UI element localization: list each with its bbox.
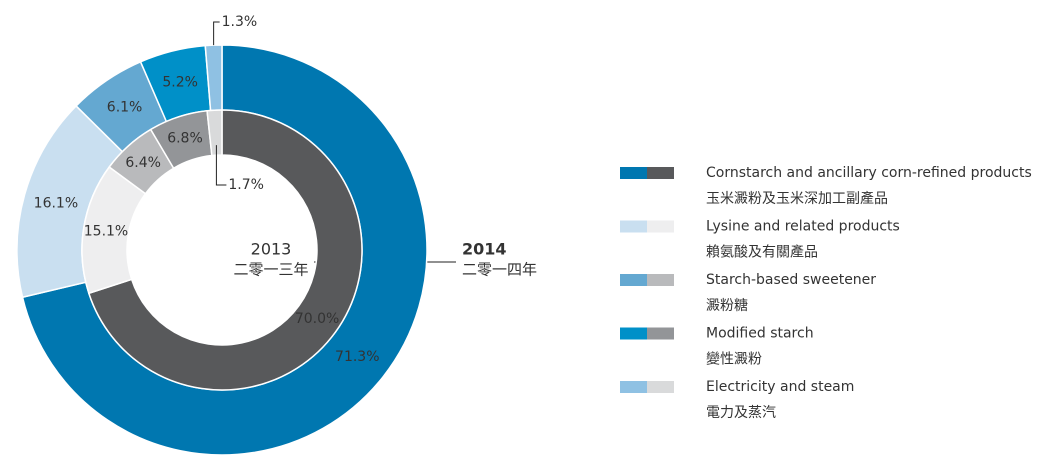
value-label: 71.3%: [335, 349, 379, 365]
legend-label-zh: 變性澱粉: [706, 352, 762, 368]
legend-swatch: [620, 167, 647, 179]
label-leader: [215, 145, 227, 186]
legend-label: Starch-based sweetener: [706, 272, 876, 288]
legend-swatch: [620, 274, 647, 286]
legend-label: Modified starch: [706, 326, 814, 342]
legend-label: Lysine and related products: [706, 219, 900, 235]
value-label: 1.3%: [222, 14, 258, 30]
donut-segment: [206, 109, 223, 157]
value-label: 6.1%: [107, 100, 143, 116]
inner-year: 2013: [251, 240, 292, 259]
donut-segment: [87, 109, 363, 391]
value-label: 70.0%: [295, 311, 339, 327]
value-label: 6.4%: [125, 155, 161, 171]
outer-year: 2014: [462, 240, 507, 259]
label-leader: [213, 21, 220, 46]
legend-swatch: [647, 167, 674, 179]
legend-swatch: [647, 274, 674, 286]
legend-swatch: [647, 327, 674, 340]
value-label: 5.2%: [162, 75, 198, 91]
legend-label-zh: 玉米澱粉及玉米深加工副產品: [706, 190, 888, 207]
legend-swatch: [620, 327, 647, 340]
legend-swatch: [620, 381, 647, 393]
legend-label-zh: 澱粉糖: [706, 298, 748, 314]
legend-label: Cornstarch and ancillary corn-refined pr…: [706, 165, 1032, 181]
legend-swatch: [647, 381, 674, 393]
legend-label: Electricity and steam: [706, 379, 854, 395]
legend-swatch: [647, 220, 674, 233]
legend-swatch: [620, 220, 647, 233]
legend-label-zh: 電力及蒸汽: [706, 405, 776, 421]
value-label: 1.7%: [228, 177, 264, 193]
value-label: 15.1%: [84, 223, 128, 239]
value-label: 6.8%: [167, 130, 203, 146]
inner-year-zh: 二零一三年: [233, 261, 308, 279]
outer-year-zh: 二零一四年: [462, 261, 537, 279]
legend-label-zh: 賴氨酸及有關產品: [706, 244, 818, 261]
value-label: 16.1%: [34, 195, 78, 211]
